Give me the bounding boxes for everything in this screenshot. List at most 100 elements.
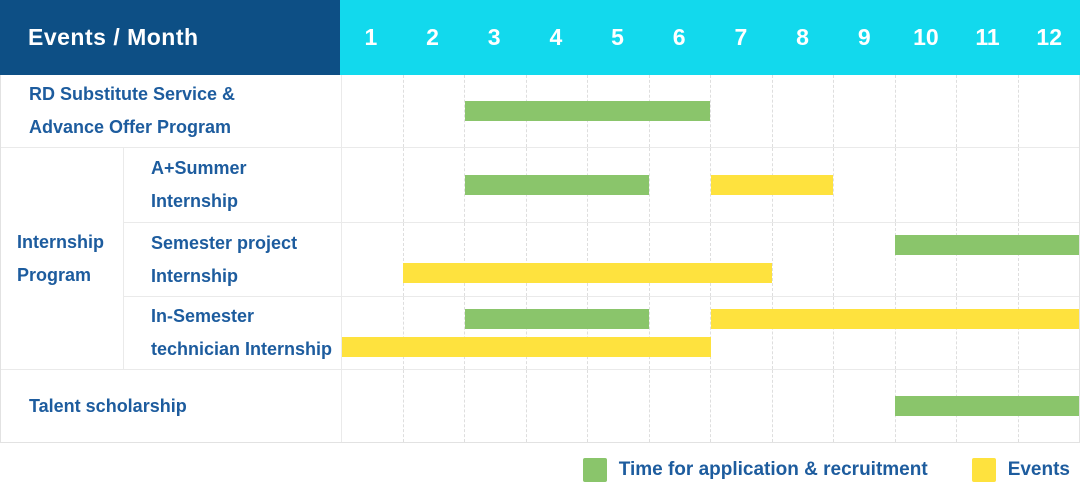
month-grid-cell (1019, 75, 1080, 147)
application-recruitment-bar (894, 396, 1079, 416)
month-grid-cell (465, 297, 527, 369)
month-grid-cell (588, 223, 650, 296)
month-grid-cell (465, 370, 527, 442)
row-talent-scholarship: Talent scholarship (1, 369, 1079, 442)
month-grid-cell (1019, 297, 1080, 369)
green-swatch-icon (582, 458, 607, 482)
events-month-title: Events / Month (28, 24, 199, 50)
month-grid-cell (773, 370, 834, 442)
month-header-4: 4 (549, 24, 563, 50)
month-grid-cell (834, 148, 896, 222)
timeline-track-in-semester-technician (341, 297, 1079, 369)
legend: Time for application & recruitment Event… (0, 458, 1080, 482)
month-grid-cell (711, 223, 773, 296)
month-grid-cell (896, 75, 957, 147)
gantt-body: RD Substitute Service & Advance Offer Pr… (0, 75, 1080, 443)
month-grid-cell (527, 223, 588, 296)
events-bar (710, 309, 1079, 329)
month-grid-cell (711, 297, 773, 369)
month-grid-cell (404, 223, 465, 296)
application-recruitment-bar (464, 101, 711, 121)
month-header-7: 7 (734, 24, 748, 50)
application-recruitment-bar (464, 309, 650, 329)
month-header-6: 6 (672, 24, 686, 50)
month-grid-cell (650, 223, 711, 296)
month-grid-cell (404, 370, 465, 442)
month-grid-cell (342, 223, 404, 296)
month-grid-cell (342, 148, 404, 222)
month-grid-cell (957, 297, 1019, 369)
month-grid-cell (588, 370, 650, 442)
yellow-swatch-icon (971, 458, 996, 482)
month-grid-cell (896, 148, 957, 222)
month-grid-cell (896, 297, 957, 369)
row-label-cell: Talent scholarship (1, 370, 341, 442)
month-grid-cell (896, 223, 957, 296)
month-grid-cell (773, 75, 834, 147)
row-label-a-plus-summer: A+Summer Internship (151, 158, 247, 211)
row-rd-substitute: RD Substitute Service & Advance Offer Pr… (1, 75, 1079, 147)
month-grid-cell (404, 148, 465, 222)
month-grid-cell (342, 370, 404, 442)
month-grid-cell (650, 75, 711, 147)
month-grid-cell (527, 297, 588, 369)
month-header-5: 5 (611, 24, 624, 50)
month-header-2: 2 (426, 24, 439, 50)
month-grid-cell (711, 75, 773, 147)
timeline-track-talent-scholarship (341, 370, 1079, 442)
legend-item-application-recruitment: Time for application & recruitment (582, 458, 928, 482)
month-grid-cell (1019, 148, 1080, 222)
month-header-10: 10 (913, 24, 939, 50)
month-grid-cell (773, 297, 834, 369)
row-semester-project: Semester project Internship (124, 222, 1079, 296)
row-label-talent-scholarship: Talent scholarship (29, 395, 187, 416)
events-bar (403, 263, 772, 283)
month-grid-cell (465, 223, 527, 296)
legend-label-application-recruitment: Time for application & recruitment (618, 459, 928, 480)
subrow-label-cell: Semester project Internship (124, 223, 341, 296)
internship-subrows: A+Summer Internship Semester project Int… (124, 148, 1079, 369)
month-grid-cell (342, 297, 404, 369)
events-bar (342, 337, 711, 357)
month-grid-cell (773, 148, 834, 222)
subrow-label-cell: A+Summer Internship (124, 148, 341, 222)
month-grid-cell (711, 370, 773, 442)
month-header-strip: 1 2 3 4 5 6 7 8 9 10 11 12 (340, 0, 1080, 75)
row-label-rd-substitute: RD Substitute Service & Advance Offer Pr… (29, 84, 236, 137)
month-header-9: 9 (857, 24, 871, 50)
row-label-cell: RD Substitute Service & Advance Offer Pr… (1, 75, 341, 147)
month-grid-cell (834, 297, 896, 369)
month-grid-cell (834, 370, 896, 442)
month-header-12: 12 (1036, 24, 1063, 50)
month-grid-cell (957, 75, 1019, 147)
month-grid-cell (957, 223, 1019, 296)
month-grid-cell (650, 148, 711, 222)
events-gantt-chart: Events / Month 1 2 3 4 5 6 7 8 9 10 11 12 RD Substi… (0, 0, 1080, 443)
legend-label-events: Events (1007, 459, 1070, 480)
row-a-plus-summer: A+Summer Internship (124, 148, 1079, 222)
group-label-internship-program: Internship Program (17, 231, 105, 285)
row-label-in-semester-technician: In-Semester technician Internship (151, 306, 333, 359)
header-row: Events / Month 1 2 3 4 5 6 7 8 9 10 11 12 (0, 0, 1080, 75)
legend-item-events: Events (971, 458, 1070, 482)
month-grid-cell (834, 223, 896, 296)
row-label-semester-project: Semester project Internship (151, 232, 298, 286)
row-in-semester-technician: In-Semester technician Internship (124, 296, 1079, 369)
month-grid-cell (834, 75, 896, 147)
month-grid-cell (527, 370, 588, 442)
timeline-track-a-plus-summer (341, 148, 1079, 222)
timeline-track-rd-substitute (341, 75, 1079, 147)
events-bar (710, 175, 834, 195)
month-grid-cell (1019, 223, 1080, 296)
month-header-8: 8 (796, 24, 809, 50)
month-header-3: 3 (487, 24, 501, 50)
events-month-header-cell: Events / Month (0, 0, 340, 75)
month-grid-cell (588, 297, 650, 369)
subrow-label-cell: In-Semester technician Internship (124, 297, 341, 369)
month-grid-cell (650, 370, 711, 442)
internship-program-group: Internship Program A+Summer Internship S… (1, 147, 1079, 369)
month-grid-cell (404, 75, 465, 147)
month-header-11: 11 (975, 24, 1000, 50)
month-header-1: 1 (364, 24, 378, 50)
application-recruitment-bar (894, 235, 1079, 255)
